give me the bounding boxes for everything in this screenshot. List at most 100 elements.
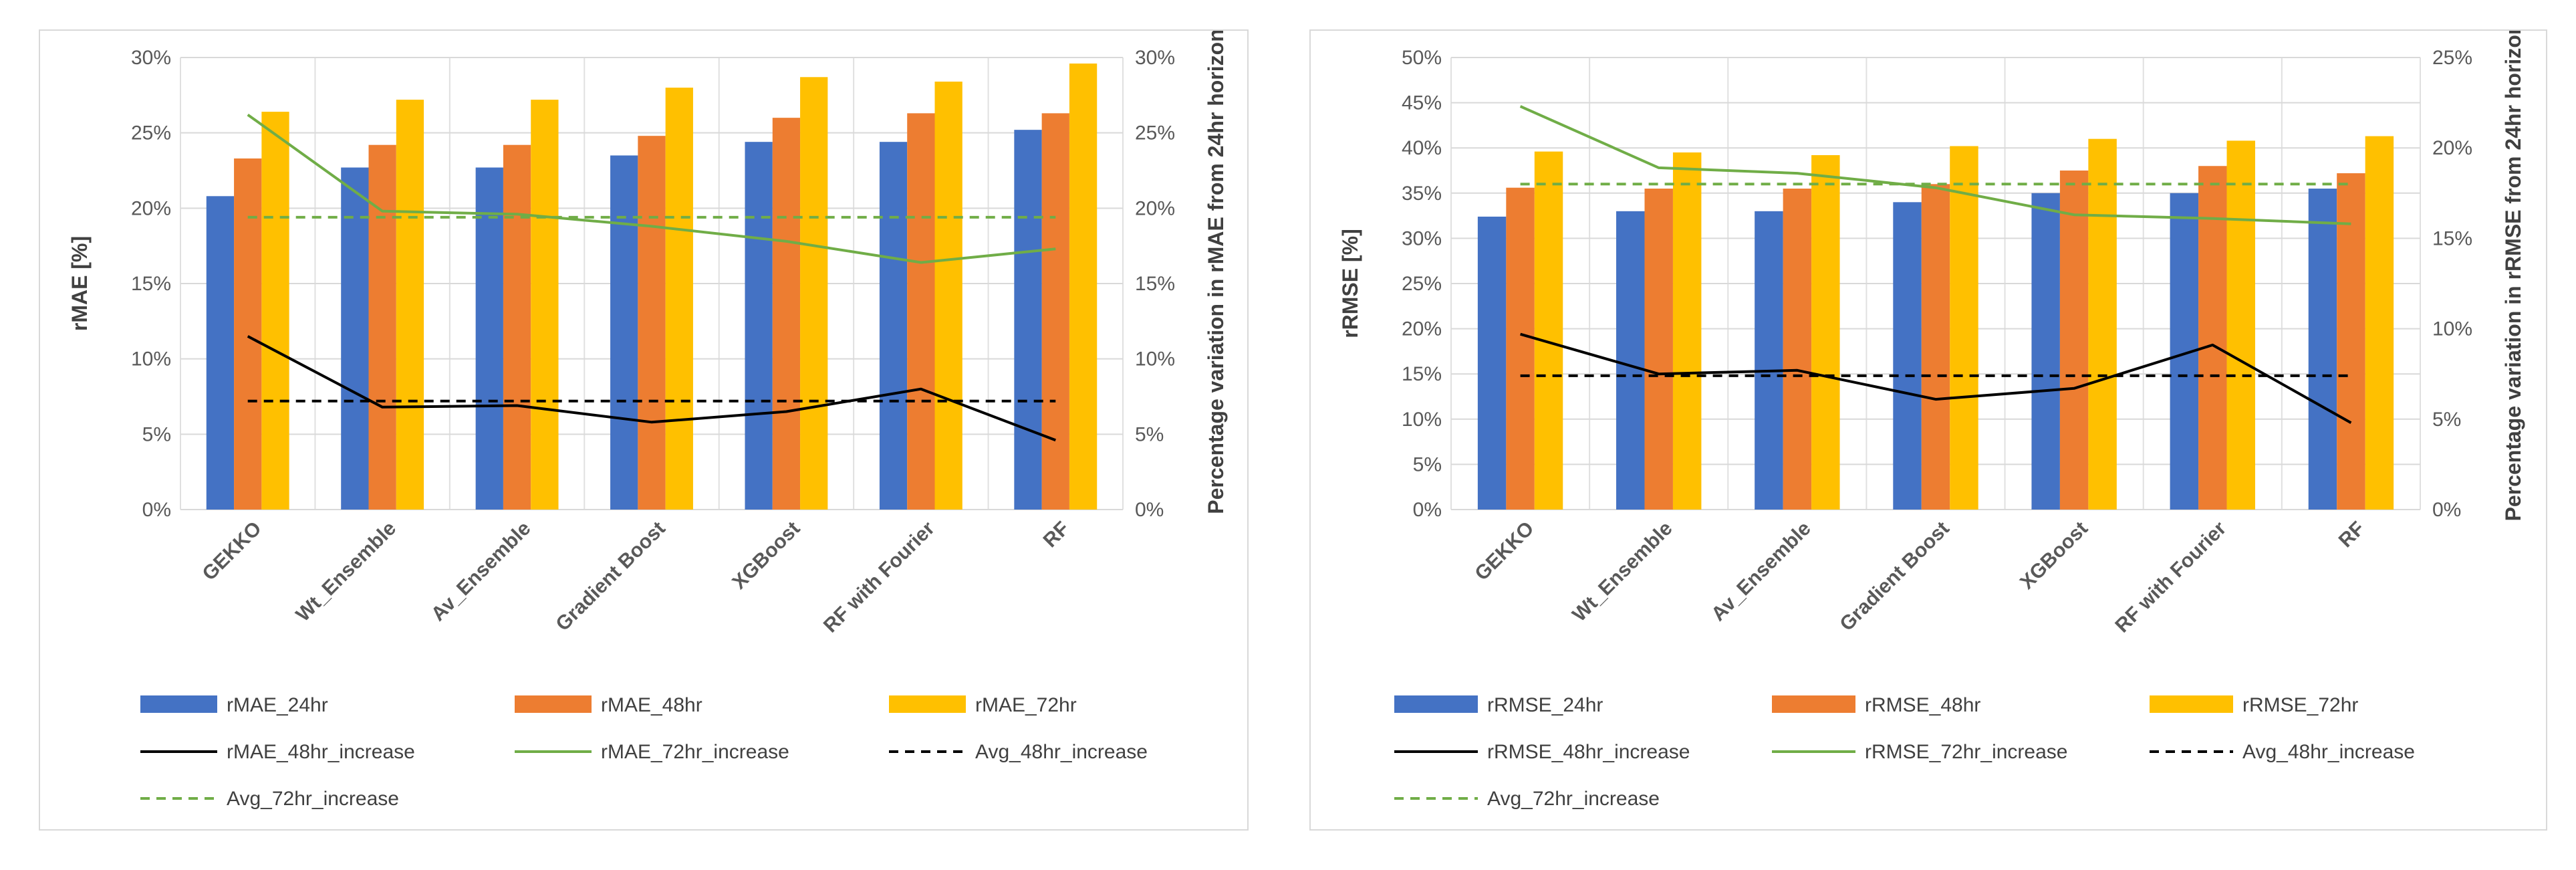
legend-label: rRMSE_72hr_increase [1865,741,2067,763]
legend-label: Avg_48hr_increase [2242,741,2415,763]
rmae-chart: 0% 5% 10% 15% 20% 25% 30% 0% 5% 10% 15% 20% 25% 30% GE… [68,31,1228,810]
y-tick-label: 10% [1402,409,1442,431]
y2-tick-label: 10% [1135,348,1175,370]
y-tick-label: 20% [1402,318,1442,340]
legend-swatch [1394,695,1478,713]
bar-rMAE_48hr [234,158,262,510]
bar-rRMSE_24hr [2308,189,2337,510]
rmae-chart-panel: 0% 5% 10% 15% 20% 25% 30% 0% 5% 10% 15% 20% 25% 30% GE… [39,29,1249,831]
y2-tick-label: 5% [1135,423,1164,445]
bar-rRMSE_72hr [1672,152,1702,510]
x-tick-label: Wt_Ensemble [1568,518,1676,626]
y2-tick-label: 20% [1135,197,1175,219]
y2-tick-label: 10% [2432,318,2472,340]
legend-label: Avg_72hr_increase [1487,788,1660,810]
legend-label: rRMSE_48hr_increase [1487,741,1690,763]
y2-tick-label: 20% [2432,137,2472,159]
bar-rRMSE_72hr [2088,138,2117,510]
x-tick-label: Gradient Boost [1835,518,1954,636]
rrmse-chart-panel: 0% 5% 10% 15% 20% 25% 30% 35% 40% 45% 50% 0% 5% 10% 15… [1309,29,2547,831]
bar-rMAE_48hr [907,113,935,510]
bar-rRMSE_48hr [1921,184,1950,510]
x-tick-label: XGBoost [728,518,804,594]
y-tick-label: 40% [1402,137,1442,159]
bar-rRMSE_24hr [1477,216,1507,510]
bar-rMAE_72hr [665,88,693,510]
legend-label: rRMSE_72hr [2242,694,2358,716]
legend-swatch [889,695,966,713]
bar-rRMSE_48hr [2059,171,2089,510]
bar-rRMSE_48hr [1783,189,1812,510]
legend-swatch [2150,695,2233,713]
bar-rRMSE_72hr [2226,140,2255,510]
y-tick-label: 10% [131,348,171,370]
bar-rMAE_48hr [503,144,531,510]
y2-axis-title: Percentage variation in rRMSE from 24hr … [2501,31,2525,521]
y-axis-title: rRMSE [%] [1338,229,1362,338]
y-tick-label: 25% [131,122,171,144]
y2-tick-label: 25% [1135,122,1175,144]
rrmse-chart: 0% 5% 10% 15% 20% 25% 30% 35% 40% 45% 50% 0% 5% 10% 15… [1338,31,2525,810]
x-tick-label: RF with Fourier [819,517,939,637]
y-tick-label: 30% [1402,227,1442,249]
legend-label: rMAE_24hr [227,694,328,716]
bar-rRMSE_24hr [1893,202,1922,510]
x-tick-label: Av_Ensemble [427,518,535,626]
bar-rMAE_48hr [638,136,666,510]
bar-rMAE_24hr [610,155,638,510]
y-tick-label: 15% [131,273,171,295]
x-tick-label: RF [1039,518,1074,552]
y-tick-label: 50% [1402,47,1442,69]
y-tick-label: 20% [131,197,171,219]
y2-tick-label: 30% [1135,47,1175,69]
y2-tick-label: 0% [2432,499,2461,521]
legend-label: rMAE_72hr_increase [601,741,789,763]
bar-rMAE_72hr [800,77,828,510]
y-tick-label: 5% [1413,453,1442,475]
x-tick-label: RF with Fourier [2111,517,2230,637]
y-tick-label: 25% [1402,273,1442,295]
y2-tick-label: 15% [1135,273,1175,295]
bar-rMAE_24hr [341,167,369,510]
bar-rMAE_48hr [1041,113,1069,510]
y-tick-label: 5% [142,423,171,445]
bar-rMAE_48hr [772,118,801,510]
legend-label: Avg_48hr_increase [975,741,1148,763]
bar-rMAE_72hr [531,100,559,510]
bar-rMAE_24hr [745,142,773,510]
y-tick-label: 35% [1402,183,1442,205]
x-tick-label: Av_Ensemble [1707,518,1815,626]
y-axis-title: rMAE [%] [68,236,92,331]
line-rMAE_72hr_increase [247,113,1056,264]
bar-rMAE_24hr [879,142,908,510]
legend-label: rMAE_48hr [601,694,702,716]
bar-rRMSE_48hr [2198,166,2227,510]
bar-rRMSE_48hr [2337,173,2365,510]
x-tick-label: GEKKO [199,518,266,585]
bar-rMAE_24hr [1014,130,1042,510]
y2-tick-label: 5% [2432,409,2461,431]
bar-rMAE_48hr [368,144,396,510]
x-tick-label: Gradient Boost [551,518,670,636]
x-tick-label: XGBoost [2016,518,2092,594]
bar-rRMSE_24hr [2031,193,2060,510]
bar-rRMSE_72hr [2365,136,2394,510]
bar-rMAE_24hr [475,167,503,510]
y-tick-label: 0% [142,499,171,521]
line-rMAE_48hr_increase [247,335,1057,442]
bar-rMAE_72hr [261,112,289,510]
bar-rRMSE_48hr [1644,189,1673,510]
y2-tick-label: 25% [2432,47,2472,69]
legend-swatch [140,695,217,713]
y-tick-label: 30% [131,47,171,69]
bar-rRMSE_24hr [1755,211,1783,510]
legend-swatch [515,695,592,713]
bar-rMAE_72hr [934,82,962,510]
x-tick-label: GEKKO [1470,518,1538,585]
x-tick-label: RF [2335,518,2369,552]
y2-axis-title: Percentage variation in rMAE from 24hr h… [1204,31,1228,514]
bar-rRMSE_48hr [1506,187,1535,510]
y-tick-label: 0% [1413,499,1442,521]
bar-rMAE_72hr [396,100,424,510]
bar-rMAE_72hr [1069,64,1098,510]
